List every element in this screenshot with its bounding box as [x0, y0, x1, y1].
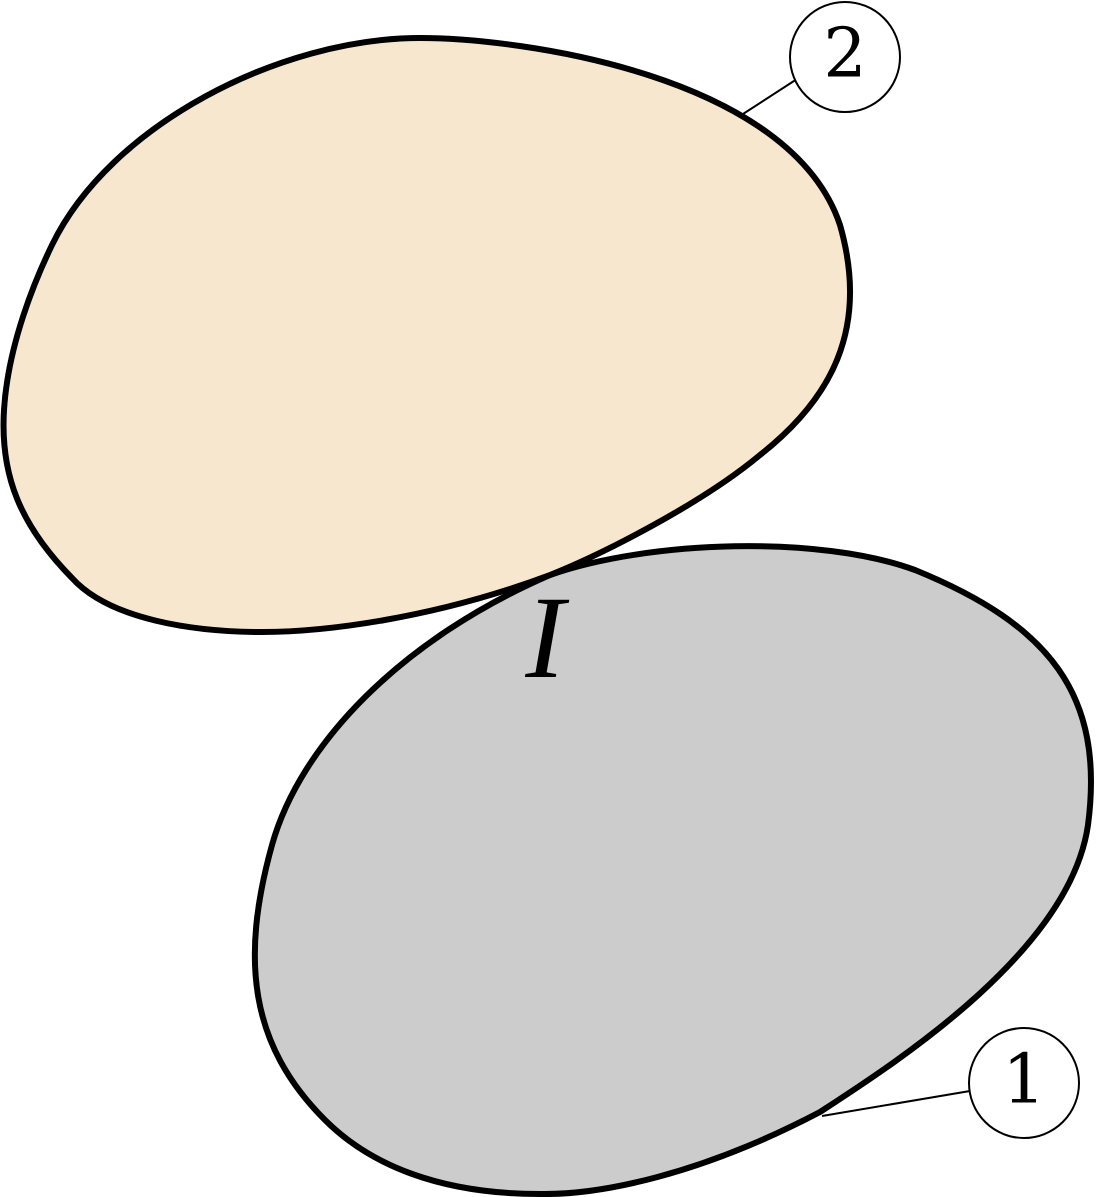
body-1-label-circle — [968, 1027, 1080, 1139]
interface-label: I — [524, 572, 569, 703]
body-1-label: 1 — [1002, 1041, 1045, 1120]
body-2-leader-line — [742, 78, 798, 115]
body-1-shape — [251, 543, 1094, 1197]
body-2-label-circle — [789, 1, 901, 113]
body-1-leader-line — [821, 1090, 971, 1117]
body-2-shape — [0, 35, 854, 635]
body-2-label: 2 — [823, 15, 866, 94]
